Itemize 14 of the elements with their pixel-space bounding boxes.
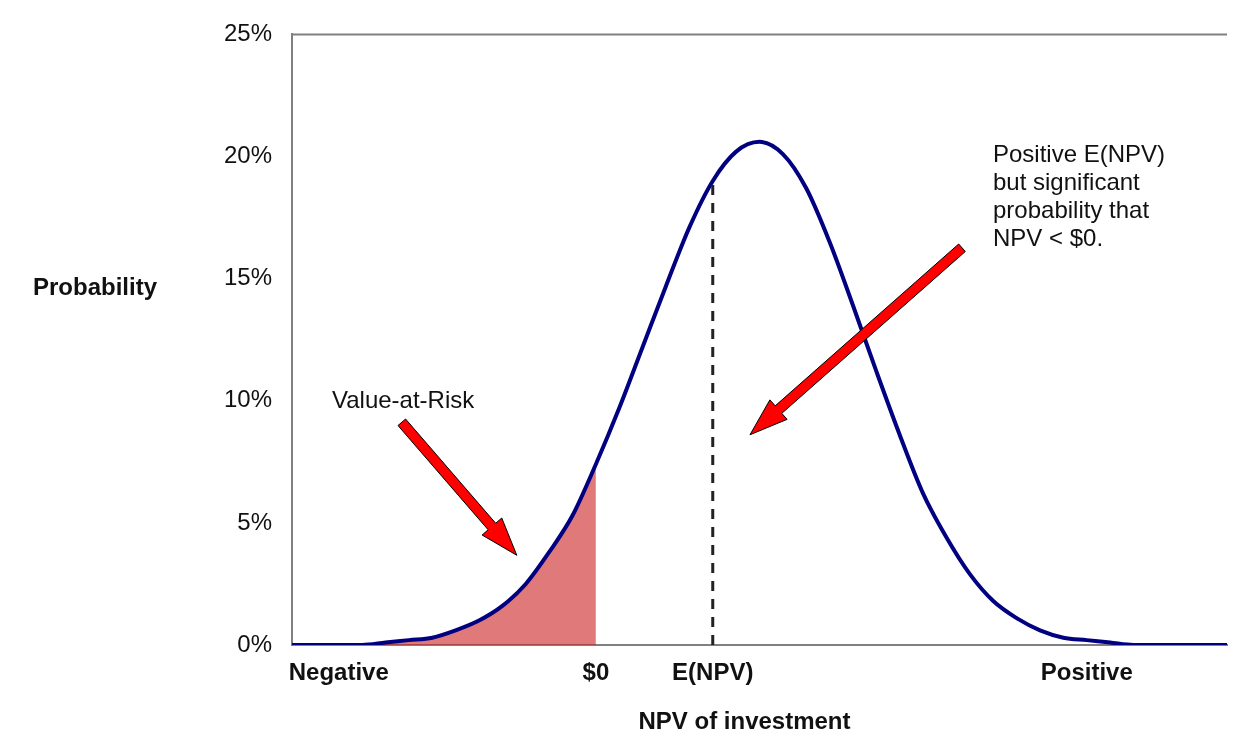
y-tick-label: 5%	[237, 507, 272, 535]
x-tick-label: Positive	[1040, 658, 1133, 686]
x-axis-title: NPV of investment	[638, 706, 851, 734]
y-tick-label: 0%	[237, 629, 272, 657]
y-tick-label: 10%	[223, 385, 272, 413]
annotation: Positive E(NPV) but significant probability that NPV < $0.	[993, 140, 1167, 252]
y-axis-title: Probability	[32, 272, 158, 300]
x-tick-label: E(NPV)	[672, 658, 754, 686]
y-tick-label: 25%	[223, 19, 272, 47]
x-tick-label: Negative	[288, 658, 389, 686]
annotation: Value-at-Risk	[332, 386, 476, 414]
x-tick-label: $0	[582, 658, 610, 686]
y-tick-label: 15%	[223, 263, 272, 291]
y-tick-label: 20%	[223, 141, 272, 169]
